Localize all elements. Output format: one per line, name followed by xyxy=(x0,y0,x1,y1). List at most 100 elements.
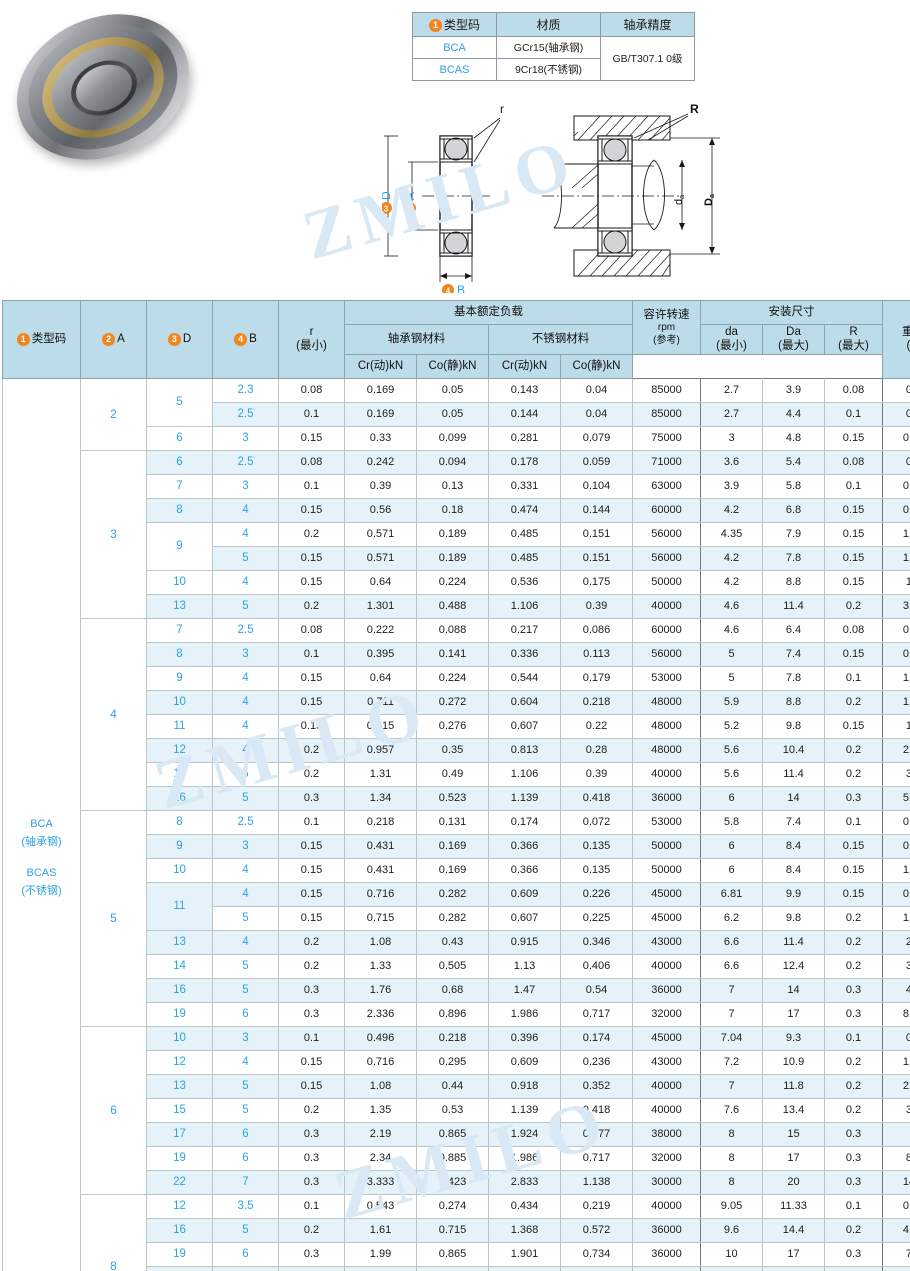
cell-R-max: 0.15 xyxy=(823,569,884,595)
cell-da-min: 4.2 xyxy=(700,497,763,523)
material-name-bca: GCr15(轴承钢) xyxy=(496,36,601,59)
cell-cr-stainless: 0.174 xyxy=(488,809,561,835)
cell-speed: 40000 xyxy=(632,1193,701,1219)
cell-cr-bearing: 1.61 xyxy=(344,1217,417,1243)
cell-cr-stainless: 0.396 xyxy=(488,1025,561,1051)
cell-co-bearing: 0.885 xyxy=(416,1145,489,1171)
cell-cr-stainless: 1.139 xyxy=(488,1097,561,1123)
cell-dim-b: 3 xyxy=(212,833,279,859)
cell-weight: 1.8 xyxy=(882,713,910,739)
cell-weight: 1.33 xyxy=(882,689,910,715)
cell-R-max: 0.15 xyxy=(823,833,884,859)
cell-co-bearing: 0.49 xyxy=(416,761,489,787)
svg-text:3: 3 xyxy=(384,205,389,214)
cell-cr-bearing: 0.39 xyxy=(344,473,417,499)
cell-cr-bearing: 3.35 xyxy=(344,1265,417,1271)
cell-dim-b: 4 xyxy=(212,569,279,595)
material-precision-value: GB/T307.1 0级 xyxy=(600,36,695,81)
cell-R-max: 0.3 xyxy=(823,1169,884,1195)
cell-da-min: 4.35 xyxy=(700,521,763,547)
cell-dim-d: 13 xyxy=(146,1073,213,1099)
cell-co-stainless: 1.103 xyxy=(560,1265,633,1271)
cell-weight: 6 xyxy=(882,1121,910,1147)
drawing-label-D-group: 3 D xyxy=(382,191,393,214)
cell-r-min: 0.3 xyxy=(278,1121,345,1147)
header-section: 1 类型码 材质 轴承精度 BCA GCr15(轴承钢) GB/T307.1 0级… xyxy=(0,0,910,300)
cell-co-bearing: 0.169 xyxy=(416,833,489,859)
cell-co-stainless: 0.406 xyxy=(560,953,633,979)
cell-da-min: 8 xyxy=(700,1169,763,1195)
header-type-code-label: 类型码 xyxy=(31,333,67,346)
cell-cr-stainless: 0.536 xyxy=(488,569,561,595)
cell-r-min: 0.1 xyxy=(278,473,345,499)
cell-da-min: 6 xyxy=(700,833,763,859)
cell-dim-d: 19 xyxy=(146,1145,213,1171)
table-row: 9 4 0.2 0.571 0.189 0.485 0.151 56000 4.35 7.9 0.1… xyxy=(3,521,910,571)
cell-co-stainless: 0.39 xyxy=(560,761,633,787)
drawing-label-Da: Da xyxy=(703,194,716,206)
cell-Da-max: 7.9 xyxy=(762,521,825,547)
cell-Da-max: 8.4 xyxy=(762,833,825,859)
table-row: 13 4 0.2 1.08 0.43 0.915 0.346 43000 6.6 11.4 0.2 2… xyxy=(3,929,910,955)
header-da-min-label: da xyxy=(725,326,738,338)
cell-r-min: 0.2 xyxy=(278,953,345,979)
cell-Da-max: 14 xyxy=(762,977,825,1003)
cell-r-min: 0.1 xyxy=(278,641,345,667)
cell-r-min: 0.08 xyxy=(278,377,345,403)
material-table-header-row: 1 类型码 材质 轴承精度 xyxy=(412,12,695,37)
cell-dim-b: 3 xyxy=(212,641,279,667)
cell-Da-max: 11.33 xyxy=(762,1193,825,1219)
cell-da-min: 6.6 xyxy=(700,929,763,955)
cell-weight: 2.34 xyxy=(882,737,910,763)
specification-table-body: BCA (轴承钢) BCAS (不锈钢) 2 5 2.3 0.08 0.169 0.05 0.143… xyxy=(2,377,910,1271)
cell-da-min: 10 xyxy=(700,1241,763,1267)
cell-weight: 1.01 xyxy=(882,665,910,691)
cell-speed: 40000 xyxy=(632,761,701,787)
cell-cr-stainless: 2.799 xyxy=(488,1265,561,1271)
cell-speed: 43000 xyxy=(632,929,701,955)
cell-da-min: 4.2 xyxy=(700,545,763,571)
cell-R-max: 0.15 xyxy=(823,857,884,883)
cell-cr-bearing: 1.34 xyxy=(344,785,417,811)
type-code-bca: BCA xyxy=(30,818,53,831)
cell-R-max: 0.3 xyxy=(823,1001,884,1027)
cell-da-min: 2.7 xyxy=(700,401,763,427)
cell-dim-d: 10 xyxy=(146,857,213,883)
cell-da-min: 4.6 xyxy=(700,593,763,619)
cell-co-bearing: 0.865 xyxy=(416,1121,489,1147)
cell-weight: 3.5 xyxy=(882,953,910,979)
cell-speed: 48000 xyxy=(632,737,701,763)
cell-dim-d: 14 xyxy=(146,953,213,979)
cell-co-bearing: 1.4 xyxy=(416,1265,489,1271)
cell-co-stainless: 0.572 xyxy=(560,1217,633,1243)
cell-da-min: 6.2 xyxy=(700,905,763,931)
cell-r-min: 0.15 xyxy=(278,857,345,883)
cell-dim-b: 3 xyxy=(212,1025,279,1051)
cell-cr-bearing: 0.571 xyxy=(344,545,417,571)
cell-Da-max: 11.8 xyxy=(762,1073,825,1099)
cell-speed: 48000 xyxy=(632,713,701,739)
cell-dim-d: 12 xyxy=(146,1049,213,1075)
cell-r-min: 0.15 xyxy=(278,689,345,715)
header-r-sub: (最小) xyxy=(296,340,327,353)
drawing-label-r: r xyxy=(500,102,504,116)
cell-speed: 85000 xyxy=(632,377,701,403)
table-row: 2.50.10.1690.050.1440.04850002.74.40.10.… xyxy=(3,401,910,427)
cell-co-stainless: 1.138 xyxy=(560,1169,633,1195)
cell-dim-d: 11 xyxy=(146,713,213,739)
cell-speed: 36000 xyxy=(632,1217,701,1243)
cell-co-bearing: 0.282 xyxy=(416,905,489,931)
cell-co-bearing: 0.224 xyxy=(416,665,489,691)
cell-co-stainless: 0.151 xyxy=(560,545,633,571)
cell-dim-b: 4 xyxy=(212,713,279,739)
cell-dim-d: 22 xyxy=(146,1169,213,1195)
cell-dim-b: 7 xyxy=(212,1169,279,1195)
cell-r-min: 0.3 xyxy=(278,977,345,1003)
header-R-max-label: R xyxy=(849,326,858,338)
cell-r-min: 0.15 xyxy=(278,425,345,451)
header-Da-max-sub: (最大) xyxy=(778,340,809,353)
cell-weight: 0.99 xyxy=(882,1193,910,1219)
cell-Da-max: 11.4 xyxy=(762,929,825,955)
